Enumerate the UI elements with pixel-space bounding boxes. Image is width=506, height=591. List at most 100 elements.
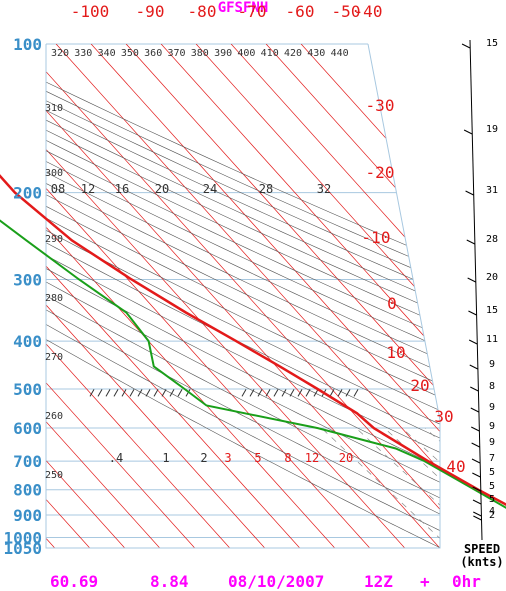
wind-speed-label: 9: [489, 402, 495, 413]
pressure-label: 600: [13, 419, 42, 438]
wind-speed-label: 4: [489, 506, 495, 517]
mixing-ratio-label: 12: [81, 182, 95, 196]
pressure-label: 700: [13, 452, 42, 471]
dry-adiabat-240: [46, 44, 440, 548]
theta-label: 420: [284, 48, 302, 59]
isotherm--20: [46, 44, 440, 548]
dry-adiabat-350: [46, 44, 440, 548]
wind-speed-label: 9: [489, 437, 495, 448]
top-temperature-label: -80: [188, 2, 217, 21]
top-temperature-label: -60: [286, 2, 315, 21]
mixing-ratio-line: [321, 427, 440, 548]
pressure-label: 500: [13, 380, 42, 399]
pressure-label: 300: [13, 270, 42, 289]
isotherm--10: [55, 44, 440, 548]
mixing-ratio-label: 20: [155, 182, 169, 196]
freezing-level-mark: [305, 389, 311, 397]
side-temperature-label: 0: [387, 294, 397, 313]
isotherm-40: [230, 44, 440, 548]
dry-adiabat-270: [46, 44, 440, 548]
dewpoint-profile-line: [0, 219, 506, 509]
theta-label: 400: [237, 48, 255, 59]
theta-label: 250: [45, 470, 63, 481]
footer-plus: +: [420, 572, 430, 591]
freezing-level-mark: [289, 389, 295, 397]
freezing-level-mark: [337, 389, 343, 397]
freezing-level-mark: [249, 389, 255, 397]
wind-barb: [463, 129, 473, 135]
mixing-ratio-line: [494, 428, 506, 548]
freezing-level-mark: [105, 389, 111, 397]
side-temperature-label: 10: [386, 343, 405, 362]
wind-speed-label: 20: [486, 272, 498, 283]
speed-units-label: (knts): [460, 555, 503, 569]
wind-barb: [472, 472, 481, 478]
mixing-ratio-line: [355, 427, 440, 548]
isotherm--70: [46, 44, 300, 548]
freezing-level-mark: [265, 389, 271, 397]
wind-barb: [468, 339, 478, 345]
freezing-level-mark: [153, 389, 159, 397]
side-temperature-label: 30: [434, 407, 453, 426]
freezing-level-mark: [177, 389, 183, 397]
dry-adiabat-460: [46, 44, 440, 548]
freezing-level-mark: [257, 389, 263, 397]
isotherm--110: [46, 44, 160, 548]
wind-barb: [473, 515, 482, 521]
wind-speed-label: 31: [486, 185, 498, 196]
wind-barb: [466, 239, 475, 245]
wind-barb: [470, 407, 480, 413]
plot-border: [45, 43, 441, 549]
dry-adiabat-360: [46, 44, 440, 548]
mixing-ratio-label: 08: [51, 182, 65, 196]
wind-barb: [471, 426, 480, 432]
footer-lat: 60.69: [50, 572, 98, 591]
isotherm-60: [300, 44, 440, 548]
wind-barb: [472, 499, 482, 505]
top-temperature-label: -70: [238, 2, 267, 21]
footer-lon: 8.84: [150, 572, 189, 591]
wind-barb: [472, 486, 481, 492]
freezing-level-mark: [281, 389, 287, 397]
wind-barb: [468, 310, 477, 316]
dry-adiabat-370: [46, 44, 440, 548]
mixing-ratio-label: 2: [200, 451, 207, 465]
theta-label: 410: [261, 48, 279, 59]
chart-title: GFSFNH: [218, 0, 269, 16]
wind-barb: [461, 43, 471, 49]
dry-adiabat-250: [46, 44, 440, 548]
mixing-ratio-label: .4: [109, 451, 123, 465]
freezing-level-mark: [145, 389, 151, 397]
top-temperature-label: -40: [354, 2, 383, 21]
top-temperature-label: -50: [332, 2, 361, 21]
pressure-label: 200: [13, 184, 42, 203]
wind-staff: [469, 39, 483, 541]
theta-label: 300: [45, 168, 63, 179]
dry-adiabat-300: [46, 44, 440, 548]
freezing-level-mark: [297, 389, 303, 397]
dry-adiabat-450: [46, 44, 440, 548]
mixing-ratio-label: 5: [254, 451, 261, 465]
theta-label: 280: [45, 293, 63, 304]
theta-label: 360: [144, 48, 162, 59]
pressure-label: 1050: [3, 539, 42, 558]
freezing-level-marks: [89, 389, 359, 397]
freezing-level-mark: [121, 389, 127, 397]
wind-barb: [470, 386, 479, 392]
side-temperature-labels: -30 -20 -10 0 10 20 30 40: [362, 96, 466, 476]
theta-label: 330: [74, 48, 92, 59]
isotherm--150: [0, 44, 20, 548]
theta-label: 440: [331, 48, 349, 59]
freezing-level-mark: [353, 389, 359, 397]
dry-adiabat-260: [46, 44, 440, 548]
theta-labels: 320 330 340 350 360 370 380 390 400 410 420 430 4403…: [45, 48, 349, 481]
isotherm--30: [46, 44, 440, 548]
freezing-level-mark: [89, 389, 95, 397]
theta-label: 370: [167, 48, 185, 59]
isotherm--80: [46, 44, 265, 548]
freezing-level-mark: [273, 389, 279, 397]
wind-barb: [469, 364, 478, 370]
